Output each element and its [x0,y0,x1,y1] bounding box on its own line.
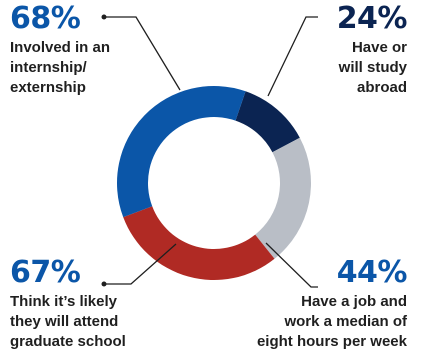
connector-job [265,242,318,288]
connector-internship [104,16,181,91]
stat-internship-percent: 68% [10,1,81,36]
stat-graduate-school: 67% Think it’s likely they will attend g… [10,258,126,352]
stat-study-abroad-percent: 24% [336,1,408,36]
stat-internship-label: Involved in an internship/ externship [10,39,111,96]
connector-graduate-school [104,243,177,285]
stat-graduate-school-label: Think it’s likely they will attend gradu… [10,293,126,350]
donut-segment-3 [123,206,275,280]
donut-segment-2 [255,137,311,259]
stat-internship: 68% Involved in an internship/ externshi… [10,4,110,98]
stat-study-abroad-label: Have or will study abroad [338,39,407,96]
donut-segment-4 [116,86,246,218]
stat-job: 44% Have a job and work a median of eigh… [256,255,408,352]
stat-graduate-school-percent: 67% [10,255,81,290]
donut-segment-1 [235,91,300,153]
stat-study-abroad: 24% Have or will study abroad [336,1,408,98]
stat-job-percent: 44% [336,255,408,290]
connector-study-abroad [267,16,318,97]
connector-internship-dot [101,14,107,20]
connector-graduate-school-dot [101,281,107,287]
stat-job-label: Have a job and work a median of eight ho… [256,293,407,350]
